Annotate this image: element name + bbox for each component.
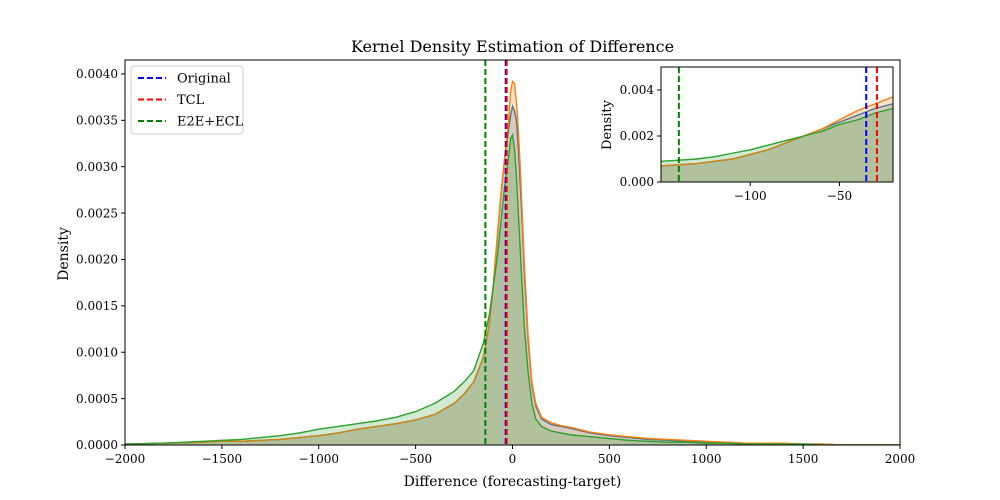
main-x-tick-label-1: −1500 [202, 452, 243, 466]
main-series-0-fill [125, 106, 900, 445]
main-y-tick-label-4: 0.0020 [76, 253, 118, 267]
main-y-tick-label-5: 0.0025 [76, 206, 118, 220]
inset-plot: −100 −50 0.000 0.002 0.004 [620, 66, 894, 203]
main-series-2-fill [125, 135, 900, 445]
legend-label-1: TCL [177, 93, 205, 108]
legend-label-2: E2E+ECL [177, 115, 244, 130]
inset-plot-area [661, 67, 893, 182]
main-x-tick-label-2: −1000 [298, 452, 339, 466]
main-series-1-fill [125, 81, 900, 445]
main-x-tick-label-7: 1500 [788, 452, 819, 466]
inset-y-axis-label: Density [600, 99, 615, 150]
inset-series-2-line [661, 107, 893, 162]
main-x-tick-label-6: 1000 [691, 452, 722, 466]
main-y-tick-label-0: 0.0000 [76, 438, 118, 452]
x-axis-label: Difference (forecasting-target) [404, 474, 622, 490]
main-plot-area [125, 60, 900, 445]
main-y-tick-label-3: 0.0015 [76, 299, 118, 313]
main-y-tick-label-8: 0.0040 [76, 67, 118, 81]
main-y-tick-label-1: 0.0005 [76, 392, 118, 406]
main-y-tick-label-2: 0.0010 [76, 345, 118, 359]
main-series-2-line [125, 132, 900, 445]
inset-series-0-fill [661, 103, 893, 182]
main-plot: −2000 −1500 −1000 −500 0 500 1000 1500 2000 0.000… [76, 59, 916, 466]
legend-box [130, 65, 244, 135]
main-x-tick-label-5: 500 [598, 452, 621, 466]
main-y-tick-label-6: 0.0030 [76, 160, 118, 174]
chart-title: Kernel Density Estimation of Difference [351, 37, 674, 56]
legend: Original TCL E2E+ECL [130, 65, 244, 135]
main-x-tick-label-0: −2000 [105, 452, 146, 466]
legend-label-0: Original [177, 72, 231, 87]
inset-y-tick-label-2: 0.004 [620, 83, 655, 97]
main-x-tick-label-3: −500 [399, 452, 432, 466]
inset-x-tick-label-0: −100 [734, 189, 767, 203]
inset-y-tick-label-0: 0.000 [620, 175, 654, 189]
y-axis-label: Density [56, 227, 72, 281]
inset-y-tick-label-1: 0.002 [620, 129, 654, 143]
main-x-tick-label-4: 0 [509, 452, 517, 466]
inset-x-tick-label-1: −50 [827, 189, 852, 203]
main-series-1-line [125, 79, 900, 445]
main-y-tick-label-7: 0.0035 [76, 114, 118, 128]
inset-series-1-line [661, 96, 893, 167]
main-x-tick-label-8: 2000 [885, 452, 916, 466]
inset-frame [660, 66, 894, 183]
